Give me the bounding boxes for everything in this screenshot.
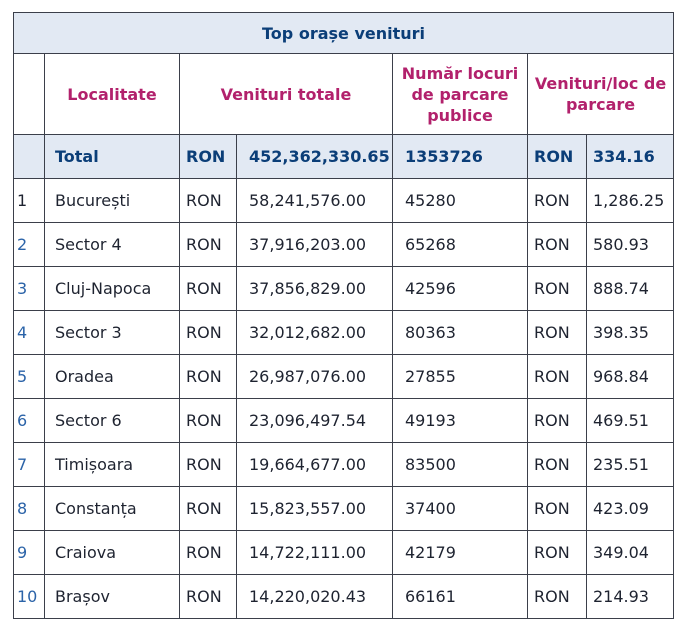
row-city: Sector 4 xyxy=(44,222,180,267)
row-currency: RON xyxy=(179,486,237,531)
row-revenue: 14,220,020.43 xyxy=(236,574,393,619)
row-per-spot-currency: RON xyxy=(527,442,587,487)
row-revenue: 58,241,576.00 xyxy=(236,178,393,223)
row-rank: 4 xyxy=(13,310,45,355)
row-per-spot-currency: RON xyxy=(527,222,587,267)
row-revenue: 23,096,497.54 xyxy=(236,398,393,443)
row-currency: RON xyxy=(179,574,237,619)
total-per-spot-currency: RON xyxy=(527,134,587,179)
row-rank: 10 xyxy=(13,574,45,619)
row-spots: 45280 xyxy=(392,178,528,223)
row-spots: 66161 xyxy=(392,574,528,619)
total-revenue: 452,362,330.65 xyxy=(236,134,393,179)
row-revenue: 15,823,557.00 xyxy=(236,486,393,531)
table-row: 9 Craiova RON 14,722,111.00 42179 RON 349.04 xyxy=(13,530,675,575)
row-spots: 83500 xyxy=(392,442,528,487)
row-revenue: 37,916,203.00 xyxy=(236,222,393,267)
row-city: Constanța xyxy=(44,486,180,531)
table-row: 6 Sector 6 RON 23,096,497.54 49193 RON 469.51 xyxy=(13,398,675,443)
row-spots: 65268 xyxy=(392,222,528,267)
row-city: Sector 6 xyxy=(44,398,180,443)
row-city: Brașov xyxy=(44,574,180,619)
row-per-spot: 398.35 xyxy=(585,310,675,355)
table-row: 1 București RON 58,241,576.00 45280 RON 1,286.… xyxy=(13,178,675,223)
row-per-spot: 235.51 xyxy=(585,442,675,487)
row-revenue: 37,856,829.00 xyxy=(236,266,393,311)
row-rank: 7 xyxy=(13,442,45,487)
header-venituri-per-loc: Venituri/loc de parcare xyxy=(526,53,675,135)
row-spots: 80363 xyxy=(392,310,528,355)
total-spots: 1353726 xyxy=(392,134,528,179)
row-rank: 1 xyxy=(13,178,45,223)
row-per-spot-currency: RON xyxy=(527,530,587,575)
row-revenue: 26,987,076.00 xyxy=(236,354,393,399)
header-venituri-totale: Venituri totale xyxy=(179,53,393,135)
row-revenue: 32,012,682.00 xyxy=(236,310,393,355)
row-per-spot: 469.51 xyxy=(585,398,675,443)
row-per-spot-currency: RON xyxy=(527,486,587,531)
row-rank: 8 xyxy=(13,486,45,531)
row-revenue: 19,664,677.00 xyxy=(236,442,393,487)
row-spots: 42179 xyxy=(392,530,528,575)
row-currency: RON xyxy=(179,310,237,355)
header-numar-locuri: Număr locuri de parcare publice xyxy=(392,53,528,135)
revenue-table: Top orașe venituri Localitate Venituri t… xyxy=(12,12,675,619)
row-per-spot: 349.04 xyxy=(585,530,675,575)
row-currency: RON xyxy=(179,442,237,487)
total-per-spot: 334.16 xyxy=(585,134,675,179)
row-per-spot-currency: RON xyxy=(527,178,587,223)
row-per-spot: 888.74 xyxy=(585,266,675,311)
row-currency: RON xyxy=(179,398,237,443)
row-currency: RON xyxy=(179,178,237,223)
total-row: Total RON 452,362,330.65 1353726 RON 334… xyxy=(13,134,675,179)
table-title-row: Top orașe venituri xyxy=(12,12,675,54)
header-localitate: Localitate xyxy=(44,53,180,135)
row-city: Cluj-Napoca xyxy=(44,266,180,311)
row-per-spot: 214.93 xyxy=(585,574,675,619)
row-per-spot-currency: RON xyxy=(527,266,587,311)
row-currency: RON xyxy=(179,530,237,575)
row-city: Oradea xyxy=(44,354,180,399)
table-row: 7 Timișoara RON 19,664,677.00 83500 RON 235.51 xyxy=(13,442,675,487)
header-row: Localitate Venituri totale Număr locuri … xyxy=(13,53,675,135)
row-per-spot: 1,286.25 xyxy=(585,178,675,223)
row-rank: 6 xyxy=(13,398,45,443)
table-row: 4 Sector 3 RON 32,012,682.00 80363 RON 398.35 xyxy=(13,310,675,355)
table-row: 10 Brașov RON 14,220,020.43 66161 RON 214.93 xyxy=(13,574,675,619)
row-rank: 2 xyxy=(13,222,45,267)
row-city: Sector 3 xyxy=(44,310,180,355)
table-title: Top orașe venituri xyxy=(12,12,675,54)
row-spots: 37400 xyxy=(392,486,528,531)
row-rank: 9 xyxy=(13,530,45,575)
row-per-spot-currency: RON xyxy=(527,354,587,399)
row-currency: RON xyxy=(179,222,237,267)
row-currency: RON xyxy=(179,354,237,399)
row-spots: 49193 xyxy=(392,398,528,443)
row-rank: 5 xyxy=(13,354,45,399)
table-row: 8 Constanța RON 15,823,557.00 37400 RON 423.09 xyxy=(13,486,675,531)
row-per-spot: 580.93 xyxy=(585,222,675,267)
total-label: Total xyxy=(44,134,180,179)
row-per-spot-currency: RON xyxy=(527,574,587,619)
row-currency: RON xyxy=(179,266,237,311)
row-per-spot-currency: RON xyxy=(527,310,587,355)
total-currency: RON xyxy=(179,134,237,179)
header-rank-cell xyxy=(13,53,45,135)
row-city: București xyxy=(44,178,180,223)
row-per-spot: 968.84 xyxy=(585,354,675,399)
table-row: 2 Sector 4 RON 37,916,203.00 65268 RON 580.93 xyxy=(13,222,675,267)
row-per-spot-currency: RON xyxy=(527,398,587,443)
total-rank-cell xyxy=(13,134,45,179)
row-city: Timișoara xyxy=(44,442,180,487)
row-rank: 3 xyxy=(13,266,45,311)
row-revenue: 14,722,111.00 xyxy=(236,530,393,575)
table-row: 5 Oradea RON 26,987,076.00 27855 RON 968.84 xyxy=(13,354,675,399)
row-city: Craiova xyxy=(44,530,180,575)
row-spots: 42596 xyxy=(392,266,528,311)
table-row: 3 Cluj-Napoca RON 37,856,829.00 42596 RON 888.… xyxy=(13,266,675,311)
row-spots: 27855 xyxy=(392,354,528,399)
row-per-spot: 423.09 xyxy=(585,486,675,531)
